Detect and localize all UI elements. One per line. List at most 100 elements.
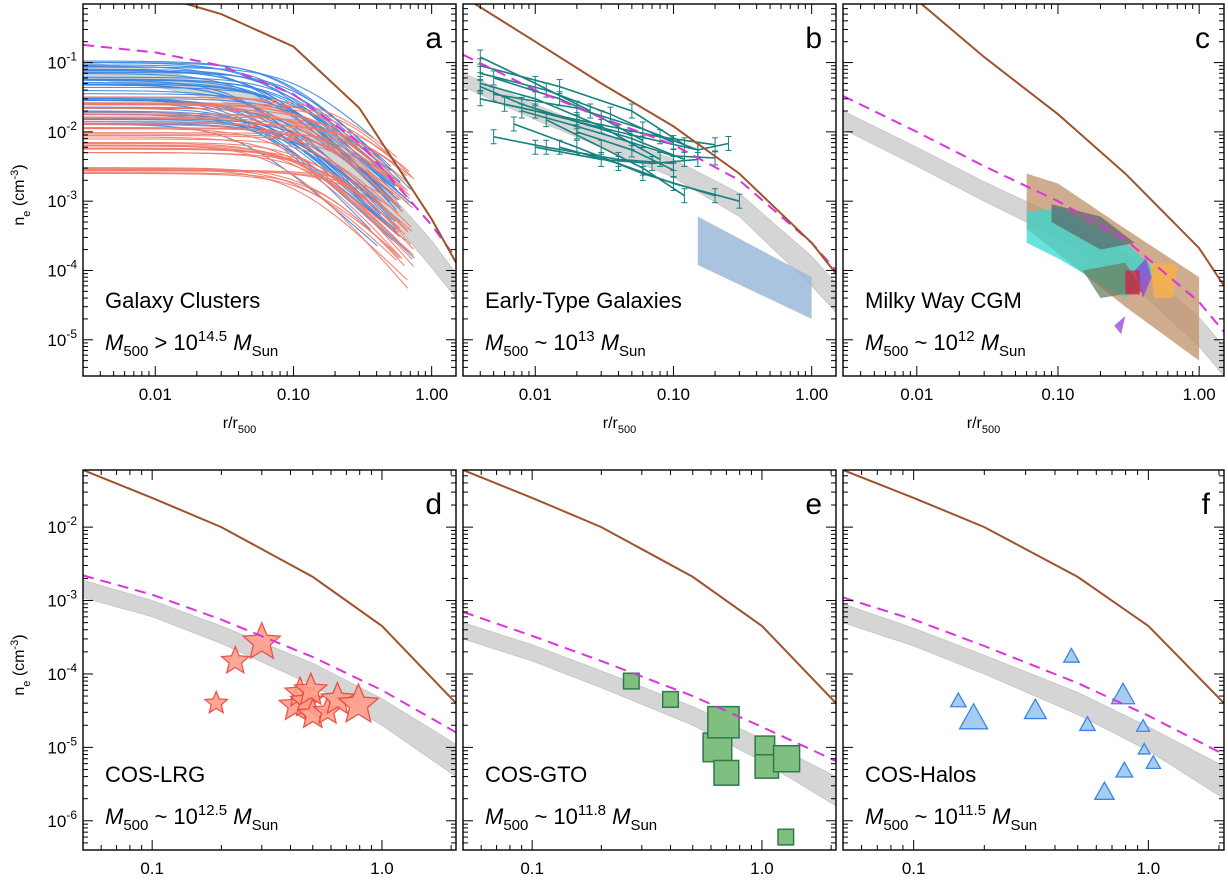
- panel-a-profile-blue-0: [83, 66, 374, 139]
- panel-a-y-tick-label: 10-1: [47, 50, 77, 73]
- panel-a-brown-model-line: [183, 4, 456, 264]
- panel-c-region-purple: [1134, 258, 1152, 298]
- panel-f-brown-model-line: [843, 470, 1224, 704]
- panel-b-letter: b: [805, 22, 822, 55]
- panel-f-x-tick-label: 0.1: [902, 859, 926, 878]
- panel-f-triangle-marker-5: [1093, 780, 1116, 800]
- panel-a-profile-red-41: [83, 169, 398, 204]
- panel-d-letter: d: [425, 488, 442, 521]
- panel-f-triangle-marker-2: [1023, 697, 1048, 720]
- panel-a-profile-red-11: [83, 133, 411, 196]
- panel-a-profile-red-24: [83, 120, 408, 231]
- panel-d-x-tick-label: 0.1: [140, 859, 164, 878]
- panel-a-profile-red-44: [83, 148, 414, 250]
- panel-f-triangle-marker-0: [949, 691, 968, 708]
- panel-d-y-tick-label: 10-4: [47, 661, 77, 684]
- panel-a-profile-red-42: [83, 151, 400, 238]
- panel-d-dashed-model-line: [83, 574, 456, 734]
- panel-f-frame: [842, 469, 1225, 851]
- panel-d-star-marker-2: [241, 621, 283, 660]
- panel-a-profile-red-26: [83, 132, 398, 166]
- panel-f-triangle-marker-9: [1137, 742, 1152, 755]
- panel-b-plot-area: [463, 4, 836, 319]
- panel-d-star-marker-10: [336, 682, 380, 724]
- panel-a-profile-blue-33: [83, 60, 392, 167]
- panel-d-star-marker-1: [219, 644, 251, 675]
- panel-c-region-violet: [1114, 316, 1126, 335]
- panel-d-y-tick-label: 10-6: [47, 808, 77, 831]
- panel-f-name: COS-Halos: [865, 762, 976, 787]
- panel-b-mass: M500 ~ 1013 MSun: [485, 328, 646, 360]
- panel-e-x-tick-label: 1.0: [750, 859, 774, 878]
- panel-b-name: Early-Type Galaxies: [485, 288, 682, 313]
- panel-e-mass: M500 ~ 1011.8 MSun: [485, 802, 657, 834]
- panel-a-profile-red-37: [83, 96, 397, 180]
- panel-d-mass: M500 ~ 1012.5 MSun: [105, 802, 278, 834]
- panel-f-triangle-marker-4: [1078, 715, 1097, 732]
- panel-e-square-marker-4: [713, 759, 740, 786]
- panel-c-dashed-model-line: [843, 95, 1224, 333]
- panel-b-etg-profile-8: [535, 146, 698, 165]
- panel-d-star-marker-6: [292, 671, 329, 706]
- panel-a-mass: M500 > 1014.5 MSun: [105, 328, 278, 360]
- panel-f-letter: f: [1202, 488, 1211, 521]
- panel-d-brown-model-line: [83, 470, 456, 704]
- panel-e-frame: [462, 469, 837, 851]
- panel-b-brown-model-line: [473, 4, 836, 275]
- panel-a-profile-blue-12: [83, 79, 383, 222]
- panel-c-letter: c: [1195, 22, 1210, 55]
- panel-e-name: COS-GTO: [485, 762, 587, 787]
- panel-f-triangle-marker-3: [1062, 647, 1081, 663]
- panel-e-square-marker-8: [777, 828, 795, 846]
- panel-f-triangle-marker-6: [1110, 681, 1136, 705]
- panel-a-profile-red-9: [83, 114, 408, 192]
- panel-f-dashed-model-line: [843, 596, 1224, 756]
- panel-f-x-tick-label: 1.0: [1137, 859, 1161, 878]
- panel-a-frame: [82, 3, 457, 377]
- panel-e-square-marker-0: [622, 672, 640, 690]
- panel-a-profile-red-43: [83, 144, 409, 289]
- panel-c-brown-model-line: [919, 4, 1224, 287]
- panel-f-triangle-marker-8: [1135, 718, 1151, 732]
- panel-e-brown-model-line: [463, 470, 836, 704]
- panel-a-y-tick-label: 10-3: [47, 188, 77, 211]
- panel-e-square-marker-5: [754, 735, 776, 757]
- panel-d-name: COS-LRG: [105, 762, 205, 787]
- panel-f-triangle-marker-1: [958, 702, 989, 730]
- panel-c-mass: M500 ~ 1012 MSun: [865, 328, 1026, 360]
- panel-a-profile-blue-40: [83, 64, 401, 183]
- panel-d-frame: [82, 469, 457, 851]
- panel-a-profile-red-27: [83, 136, 414, 256]
- panel-a-profile-blue-34: [83, 93, 396, 187]
- panel-c-region-red: [1125, 270, 1140, 295]
- panel-a-profile-red-38: [83, 104, 410, 200]
- panel-c-region-gray: [1051, 204, 1135, 250]
- panel-c-x-tick-label: 0.10: [1041, 385, 1074, 404]
- panel-b-x-tick-label: 0.10: [657, 385, 690, 404]
- panel-a-x-tick-label: 1.00: [415, 385, 448, 404]
- panel-b-x-tick-label: 1.00: [795, 385, 828, 404]
- panel-c-frame: [842, 3, 1225, 377]
- panel-d-gray-band: [83, 579, 456, 778]
- panel-d-star-marker-0: [203, 689, 230, 715]
- panel-d-y-tick-label: 10-3: [47, 588, 77, 611]
- panel-a-profile-blue-21: [83, 82, 401, 208]
- panel-d-y-tick-label: 10-2: [47, 514, 77, 537]
- panel-e-plot-area: [463, 470, 836, 846]
- panel-e-gray-band: [463, 622, 836, 807]
- panel-a-profile-red-29: [83, 167, 397, 261]
- panel-a-x-tick-label: 0.10: [277, 385, 310, 404]
- panel-e-dashed-model-line: [463, 610, 836, 763]
- panel-b-etg-profile-3: [493, 93, 699, 151]
- panel-c-x-tick-label: 0.01: [900, 385, 933, 404]
- panel-a-y-tick-label: 10-5: [47, 327, 77, 350]
- panel-b-x-tick-label: 0.01: [519, 385, 552, 404]
- panel-c-x-tick-label: 1.00: [1183, 385, 1216, 404]
- panel-a-x-axis-title: r/r500: [223, 415, 256, 436]
- panel-d-plot-area: [83, 470, 456, 778]
- panel-a-dashed-model-line: [83, 43, 456, 259]
- panel-a-plot-area: [83, 4, 456, 299]
- panel-a-profile-blue-42: [83, 70, 370, 151]
- y-axis-title-top: ne (cm-3): [9, 164, 33, 225]
- panel-e-letter: e: [805, 488, 822, 521]
